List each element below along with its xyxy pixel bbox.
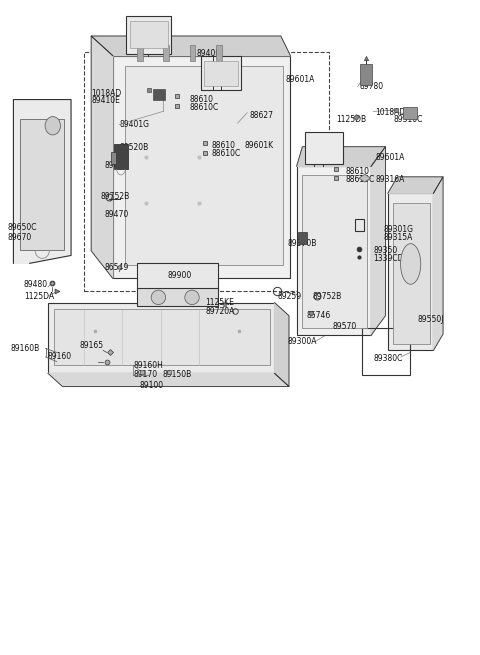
Text: 89601A: 89601A xyxy=(286,75,315,84)
Text: 89160: 89160 xyxy=(48,352,72,362)
Text: 88610C: 88610C xyxy=(211,149,240,158)
Text: 89780: 89780 xyxy=(359,82,383,91)
Text: 89300A: 89300A xyxy=(287,337,316,346)
Text: 86549: 86549 xyxy=(105,263,129,272)
Text: 89601A: 89601A xyxy=(375,153,405,162)
Text: 89165: 89165 xyxy=(79,341,103,350)
Bar xyxy=(393,203,430,344)
Ellipse shape xyxy=(400,244,420,284)
Polygon shape xyxy=(91,36,290,56)
Text: 89480: 89480 xyxy=(24,280,48,290)
Text: 1339CD: 1339CD xyxy=(373,254,404,263)
Bar xyxy=(216,45,222,61)
Bar xyxy=(137,288,218,306)
Text: 89370B: 89370B xyxy=(287,239,316,248)
Text: 1125KE: 1125KE xyxy=(205,298,234,307)
Text: 89160B: 89160B xyxy=(11,344,40,353)
Text: 88610C: 88610C xyxy=(346,175,375,184)
Text: 1125DA: 1125DA xyxy=(24,291,54,301)
Bar xyxy=(113,56,290,278)
Bar xyxy=(204,61,238,86)
Ellipse shape xyxy=(45,117,60,135)
Text: 89350: 89350 xyxy=(373,246,398,255)
Text: 89752B: 89752B xyxy=(101,192,130,201)
Text: 89670: 89670 xyxy=(8,233,32,242)
Text: 89150B: 89150B xyxy=(162,370,192,379)
Polygon shape xyxy=(91,36,113,278)
Bar xyxy=(305,132,343,164)
Polygon shape xyxy=(275,303,289,386)
Bar xyxy=(48,303,275,373)
Bar xyxy=(388,193,433,350)
Bar xyxy=(298,232,307,244)
Text: 1125DB: 1125DB xyxy=(336,115,366,124)
Text: 1018AD: 1018AD xyxy=(91,88,121,98)
Bar xyxy=(355,219,364,231)
Text: 89310C: 89310C xyxy=(394,115,423,124)
Bar xyxy=(126,16,171,54)
Bar xyxy=(302,175,367,328)
Bar xyxy=(153,89,165,100)
Text: 88627: 88627 xyxy=(250,111,274,120)
Text: 89450: 89450 xyxy=(105,160,129,170)
Text: 89400: 89400 xyxy=(197,49,221,58)
Text: 89650C: 89650C xyxy=(8,223,37,233)
Ellipse shape xyxy=(185,290,199,305)
Text: 89401G: 89401G xyxy=(119,120,149,129)
Text: 88610: 88610 xyxy=(190,95,214,104)
Bar xyxy=(114,144,128,169)
Text: 88610: 88610 xyxy=(346,167,370,176)
Text: 89550J: 89550J xyxy=(418,315,444,324)
Text: 89720A: 89720A xyxy=(205,307,235,316)
Bar xyxy=(201,56,241,90)
Text: 89315A: 89315A xyxy=(383,233,412,242)
Bar xyxy=(362,328,410,375)
Text: 1018AD: 1018AD xyxy=(375,108,406,117)
Text: 89380C: 89380C xyxy=(373,354,403,364)
Polygon shape xyxy=(371,147,385,335)
Bar xyxy=(84,52,329,291)
Text: 89520B: 89520B xyxy=(119,143,148,152)
Text: 89170: 89170 xyxy=(133,370,157,379)
Text: 89470: 89470 xyxy=(105,210,129,219)
Bar xyxy=(137,45,143,61)
Text: 88610C: 88610C xyxy=(190,103,219,112)
Text: 88610: 88610 xyxy=(211,141,235,150)
Text: 89160H: 89160H xyxy=(133,361,163,370)
Bar xyxy=(111,152,116,164)
Text: 89570: 89570 xyxy=(332,322,357,331)
Bar xyxy=(403,107,417,119)
Polygon shape xyxy=(13,100,71,263)
Text: 89301G: 89301G xyxy=(383,225,413,234)
Text: 89601K: 89601K xyxy=(245,141,274,150)
Text: 89100: 89100 xyxy=(139,381,163,390)
Polygon shape xyxy=(433,177,443,350)
Text: 89752B: 89752B xyxy=(313,291,342,301)
Bar xyxy=(137,263,218,290)
Bar xyxy=(20,119,64,250)
Text: 85746: 85746 xyxy=(306,311,331,320)
Polygon shape xyxy=(388,177,443,193)
Bar xyxy=(130,21,168,48)
Bar xyxy=(163,45,169,61)
Bar xyxy=(190,45,195,61)
Bar xyxy=(54,309,270,365)
Text: 89410E: 89410E xyxy=(91,96,120,105)
Bar xyxy=(360,64,372,85)
Polygon shape xyxy=(297,147,385,166)
Ellipse shape xyxy=(151,290,166,305)
Polygon shape xyxy=(48,373,289,386)
Text: 89900: 89900 xyxy=(167,271,192,280)
Bar xyxy=(125,66,283,265)
Bar xyxy=(297,166,371,335)
Text: 89316A: 89316A xyxy=(375,175,405,184)
Polygon shape xyxy=(359,174,371,182)
Text: 89259: 89259 xyxy=(277,291,301,301)
